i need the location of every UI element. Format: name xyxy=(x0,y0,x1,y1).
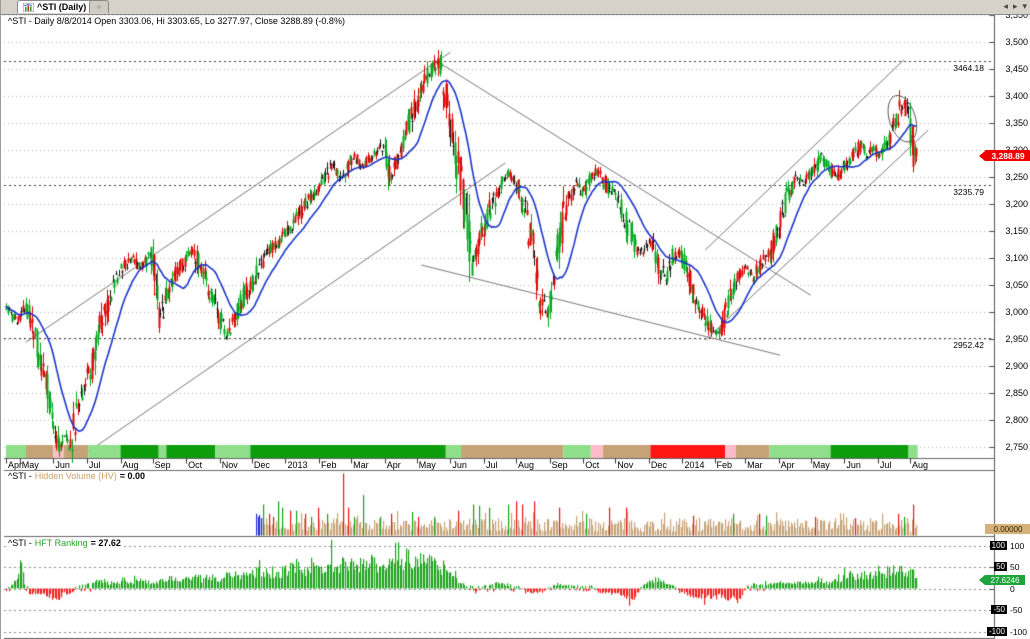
x-axis-month-label: Apr xyxy=(386,460,401,470)
tab-label: ^STI (Daily) xyxy=(37,2,87,12)
y-axis-label: 3,400 xyxy=(1005,91,1028,101)
y-axis-label: 3,350 xyxy=(1005,118,1028,128)
price-badge-arrow xyxy=(979,150,985,161)
y-axis-label: 2,850 xyxy=(1005,388,1028,398)
hft-badge-arrow xyxy=(979,575,985,585)
hv-title-prefix: ^STI - xyxy=(8,471,32,481)
plus-icon: + xyxy=(96,2,102,12)
x-axis-month-label: Mar xyxy=(747,460,763,470)
hft-axis-label: 0 xyxy=(1010,583,1015,594)
x-axis-month-label: Mar xyxy=(353,460,369,470)
x-axis-month-label: Dec xyxy=(253,460,270,470)
hft-title-name: HFT Ranking xyxy=(34,538,88,548)
x-axis-month-label: Jul xyxy=(485,460,498,470)
tab-menu-icon[interactable]: ▾ xyxy=(1022,1,1027,11)
y-axis-label: 3,500 xyxy=(1005,37,1028,47)
tab-prev-icon[interactable]: ◂ xyxy=(1003,1,1008,11)
tab-next-icon[interactable]: ▸ xyxy=(1012,1,1018,11)
level-label-3464: 3464.18 xyxy=(952,63,985,73)
x-axis-month-label: Nov xyxy=(221,460,238,470)
chart-title: ^STI - Daily 8/8/2014 Open 3303.06, Hi 3… xyxy=(8,16,345,26)
last-price-badge: 3,288.89 xyxy=(979,150,1030,161)
y-axis-label: 3,100 xyxy=(1005,253,1028,263)
x-axis-month-label: Oct xyxy=(188,460,203,470)
level-label-2952: 2952.42 xyxy=(952,340,985,350)
y-axis-label: 3,000 xyxy=(1005,307,1028,317)
x-axis-month-label: Jun xyxy=(452,460,467,470)
y-axis-label: 3,550 xyxy=(1005,10,1028,20)
hft-axis-badge: -100 xyxy=(986,626,1007,636)
last-price-value: 3,288.89 xyxy=(991,150,1025,161)
hft-axis-label: -50 xyxy=(1010,605,1023,615)
x-axis-month-label: Aug xyxy=(911,460,928,470)
x-axis-month-label: Apr xyxy=(8,460,23,470)
hft-axis-badge: 100 xyxy=(989,540,1007,550)
x-axis-month-label: May xyxy=(812,460,830,470)
x-axis-month-label: May xyxy=(21,460,39,470)
tab-bar: ^STI (Daily) × + ◂ ▸ ▾ xyxy=(1,0,1030,15)
y-axis-label: 2,750 xyxy=(1005,442,1028,452)
x-axis-month-label: Oct xyxy=(585,460,600,470)
y-axis-label: 3,250 xyxy=(1005,172,1028,182)
hft-value-badge: 27.6246 xyxy=(979,575,1025,585)
hv-title-value: = 0.00 xyxy=(119,471,146,481)
y-axis-label: 3,150 xyxy=(1005,226,1028,236)
hft-axis-badge: -50 xyxy=(991,605,1007,614)
y-axis-label: 2,900 xyxy=(1005,361,1028,371)
new-tab-button[interactable]: + xyxy=(89,0,109,13)
hv-panel-title: ^STI - Hidden Volume (HV) = 0.00 xyxy=(8,471,148,481)
x-axis-month-label: 2013 xyxy=(287,460,308,470)
hv-badge-value: 0.00000 xyxy=(993,524,1023,534)
x-axis-month-label: Nov xyxy=(617,460,634,470)
hft-axis-badge: 50 xyxy=(994,562,1007,571)
y-axis-label: 3,200 xyxy=(1005,199,1028,209)
hv-value-badge: 0.00000 xyxy=(985,524,1030,534)
hft-title-value: = 27.62 xyxy=(90,538,121,548)
y-axis-label: 2,950 xyxy=(1005,334,1028,344)
x-axis-month-label: May xyxy=(418,460,436,470)
y-axis-label: 3,050 xyxy=(1005,280,1028,290)
tab-navigation: ◂ ▸ ▾ xyxy=(1003,1,1027,12)
hft-axis-label: 100 xyxy=(1010,540,1025,551)
x-axis-month-label: Aug xyxy=(518,460,535,470)
y-axis-label: 2,800 xyxy=(1005,415,1028,425)
hft-title-prefix: ^STI - xyxy=(8,538,32,548)
x-axis-month-label: Jun xyxy=(846,460,861,470)
x-axis-month-label: Sep xyxy=(154,460,171,470)
y-axis-label: 3,450 xyxy=(1005,64,1028,74)
hft-axis-label: -100 xyxy=(1010,626,1028,637)
x-axis-month-label: 2014 xyxy=(684,460,705,470)
chart-icon xyxy=(23,2,34,12)
hv-title-name: Hidden Volume (HV) xyxy=(34,471,117,481)
hft-badge-value: 27.6246 xyxy=(990,575,1020,585)
x-axis-month-label: Aug xyxy=(122,460,139,470)
x-axis-month-label: Jul xyxy=(88,460,101,470)
x-axis-month-label: Apr xyxy=(780,460,795,470)
x-axis-month-label: Jun xyxy=(55,460,70,470)
x-axis-month-label: Dec xyxy=(650,460,667,470)
x-axis-month-label: Jul xyxy=(879,460,892,470)
x-axis-month-label: Feb xyxy=(321,460,337,470)
level-label-3235: 3235.79 xyxy=(952,187,985,197)
hft-axis-label: 50 xyxy=(1010,562,1020,572)
hft-panel-title: ^STI - HFT Ranking = 27.62 xyxy=(8,538,123,548)
x-axis-month-label: Sep xyxy=(551,460,568,470)
x-axis-month-label: Feb xyxy=(716,460,733,470)
